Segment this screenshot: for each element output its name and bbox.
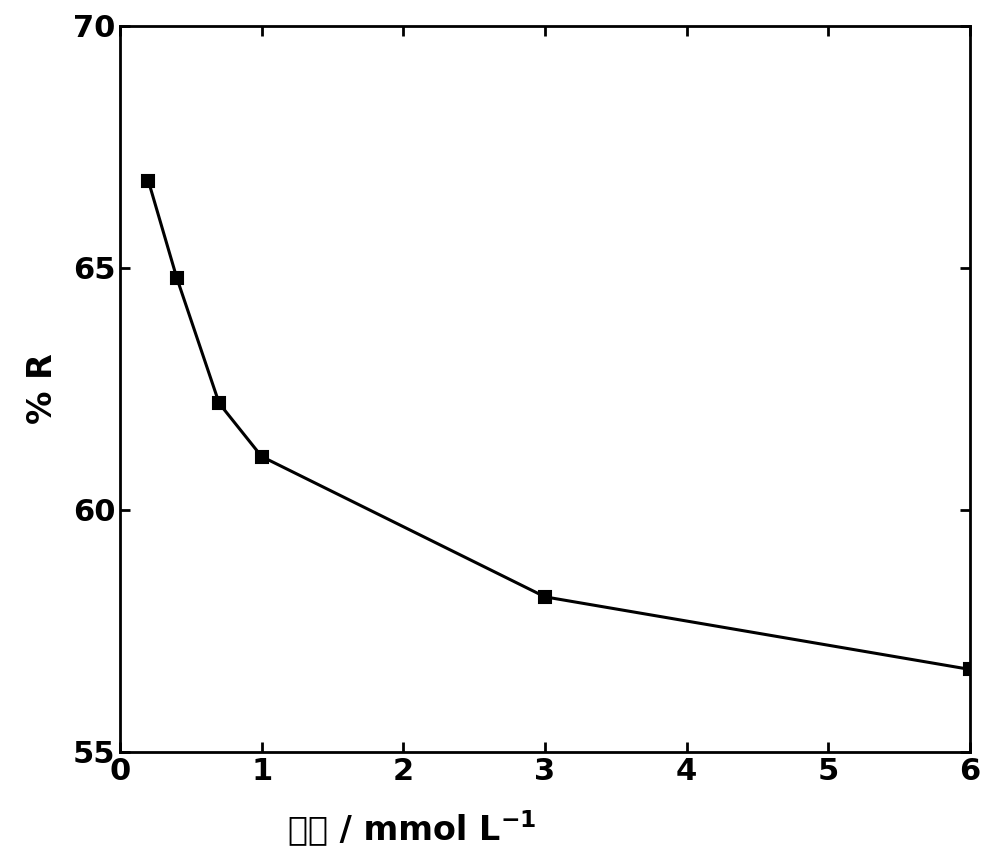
- Text: 浓度 / mmol L: 浓度 / mmol L: [288, 813, 500, 846]
- Text: $\mathbf{^{-1}}$: $\mathbf{^{-1}}$: [500, 813, 537, 846]
- Y-axis label: % R: % R: [26, 353, 59, 424]
